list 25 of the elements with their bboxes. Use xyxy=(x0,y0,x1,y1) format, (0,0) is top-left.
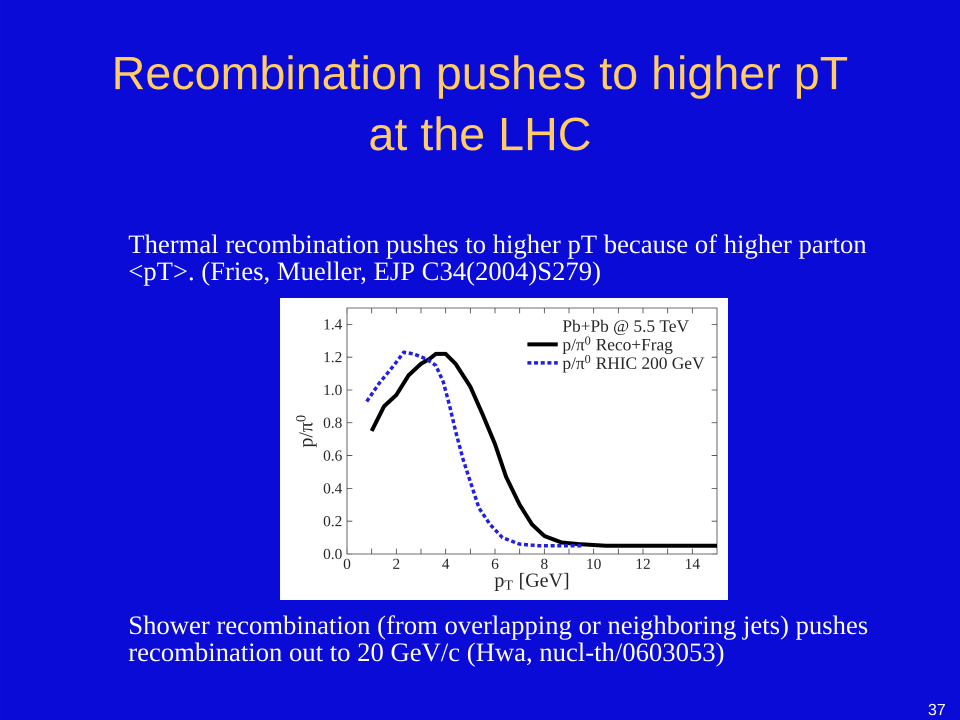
y-tick-label: 0.2 xyxy=(324,516,342,526)
text: Thermal recombination pushes to higher pT because of higher parton <pT>. (Fries, Mueller, EJP C34(2004)S279) xyxy=(128,234,866,286)
x-tick-label: 14 xyxy=(686,558,700,569)
x-tick-label: 10 xyxy=(587,558,601,570)
legend-label: p/π$^{0}$ Reco+Frag xyxy=(562,336,673,354)
y-tick-label: 0.0 xyxy=(324,548,342,560)
chart-title: Recombination pushes to higher pT at the LHC xyxy=(115,55,848,151)
legend-title: Pb+Pb @ 5.5 TeV xyxy=(562,320,689,336)
text: Shower recombination (from overlapping or neighboring jets) pushes recombination out to 20 GeV/c (Hwa, nucl-th/0603053) xyxy=(128,615,868,667)
legend-label: p/π$^{0}$ RHIC 200 GeV xyxy=(562,354,704,373)
y-axis-title: p/π$^{0}$ xyxy=(296,416,317,448)
x-tick-label: 6 xyxy=(492,558,498,569)
text: 37 xyxy=(928,704,945,716)
y-tick-label: 0.6 xyxy=(324,450,342,461)
x-tick-label: 4 xyxy=(442,558,450,569)
y-tick-label: 1.2 xyxy=(324,352,342,362)
x-tick-label: 8 xyxy=(541,558,548,570)
x-tick-label: 2 xyxy=(393,558,400,569)
y-tick-label: 0.8 xyxy=(324,418,342,428)
y-tick-label: 1.0 xyxy=(324,384,342,396)
y-tick-label: 0.4 xyxy=(324,483,342,494)
x-axis-title: p$_{T}$ [GeV] xyxy=(494,572,568,592)
x-tick-label: 0 xyxy=(344,558,350,570)
y-tick-label: 1.4 xyxy=(324,319,342,330)
x-tick-label: 12 xyxy=(636,558,650,569)
